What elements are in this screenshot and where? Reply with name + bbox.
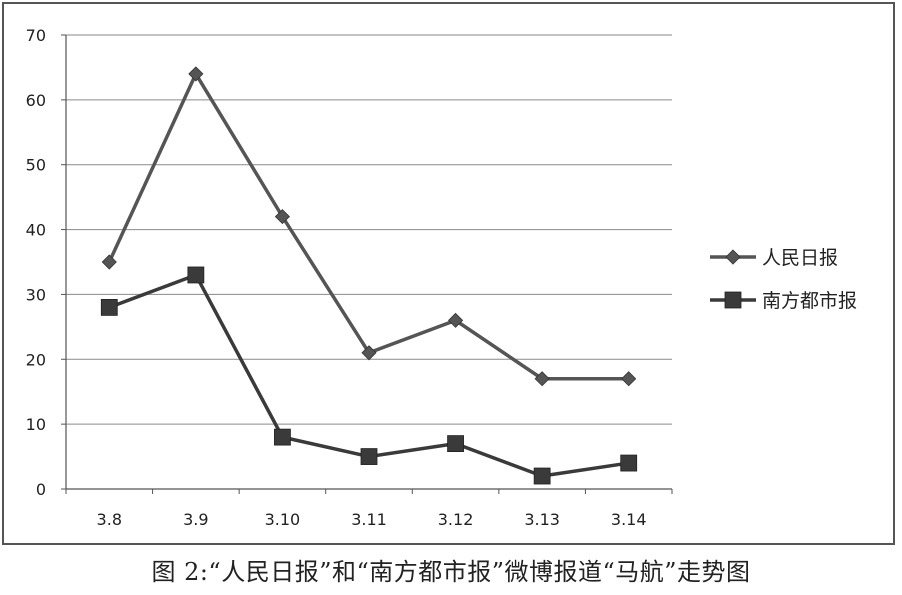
legend-label-2: 南方都市报 [762, 290, 857, 312]
x-tick-label-3.11: 3.11 [351, 510, 387, 529]
series-1-line [107, 72, 629, 381]
series-2 [100, 266, 638, 485]
series-1-point-3.8 [101, 254, 117, 270]
series-2-point-3.9 [187, 266, 205, 284]
y-tick-label-40: 40 [26, 221, 46, 240]
x-tick-label-3.12: 3.12 [438, 510, 474, 529]
x-tick-label-3.13: 3.13 [524, 510, 560, 529]
series-layer [100, 66, 638, 485]
series-1-point-3.11 [361, 345, 377, 361]
y-tick-label-0: 0 [36, 480, 46, 499]
series-1-point-3.13 [534, 371, 550, 387]
series-2-point-3.12 [447, 435, 464, 453]
series-2-line [108, 273, 629, 478]
legend-item-2: 南方都市报 [710, 290, 857, 312]
series-1 [101, 66, 637, 387]
y-tick-label-30: 30 [26, 285, 46, 304]
axes [61, 34, 673, 494]
legend-swatch-marker-1 [725, 249, 741, 265]
y-tick-label-10: 10 [26, 415, 46, 434]
series-1-point-3.10 [274, 209, 290, 225]
x-tick-label-3.10: 3.10 [265, 510, 301, 529]
x-tick-label-3.8: 3.8 [97, 510, 122, 529]
series-1-point-3.14 [621, 371, 637, 387]
chart-frame: 0 10 20 30 40 50 60 70 3.8 3.9 3.10 3.11 3.12 3.13 3.… [2, 2, 895, 545]
legend-item-1: 人民日报 [710, 247, 838, 269]
legend-label-1: 人民日报 [762, 247, 838, 269]
y-tick-label-20: 20 [26, 350, 46, 369]
legend-swatch-marker-2 [724, 291, 742, 309]
x-axis-tick-labels: 3.8 3.9 3.10 3.11 3.12 3.13 3.14 [97, 510, 647, 529]
x-tick-label-3.14: 3.14 [611, 510, 647, 529]
series-2-point-3.13 [533, 467, 551, 485]
y-tick-label-50: 50 [26, 156, 46, 175]
series-1-point-3.9 [188, 66, 204, 82]
figure-caption: 图 2:“人民日报”和“南方都市报”微博报道“马航”走势图 [151, 558, 751, 586]
gridlines [66, 34, 672, 425]
y-tick-label-60: 60 [26, 91, 46, 110]
series-2-point-3.11 [360, 448, 378, 465]
series-1-point-3.12 [448, 312, 464, 328]
y-axis-tick-labels: 0 10 20 30 40 50 60 70 [26, 26, 46, 499]
x-tick-label-3.9: 3.9 [183, 510, 208, 529]
series-2-point-3.10 [274, 428, 291, 446]
series-2-point-3.8 [100, 298, 118, 316]
y-tick-label-70: 70 [26, 26, 46, 45]
series-2-point-3.14 [620, 454, 638, 472]
